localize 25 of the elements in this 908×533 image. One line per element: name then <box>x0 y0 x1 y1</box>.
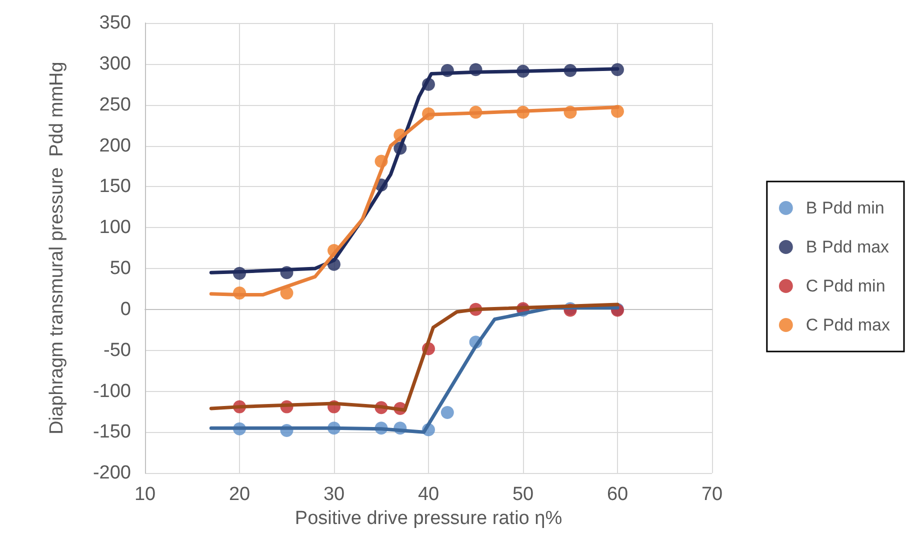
x-tick-label: 30 <box>323 484 345 506</box>
y-tick-label: 350 <box>99 12 131 34</box>
y-tick-label: -50 <box>104 340 131 361</box>
legend-label: C Pdd min <box>806 276 886 296</box>
y-tick-label: 250 <box>99 94 131 116</box>
x-tick-label: 70 <box>701 484 723 506</box>
y-tick-label: -100 <box>92 380 131 402</box>
legend-label: B Pdd min <box>806 198 884 218</box>
y-tick-label: 150 <box>99 176 131 198</box>
y-tick-label: 300 <box>99 53 131 74</box>
x-tick-label: 50 <box>512 484 534 506</box>
x-tick-label: 10 <box>134 484 156 506</box>
legend-label: C Pdd max <box>806 316 890 334</box>
y-tick-label: 50 <box>110 258 131 280</box>
x-axis-title: Positive drive pressure ratio η% <box>294 508 562 529</box>
y-tick-label: 200 <box>99 135 131 156</box>
x-tick-label: 60 <box>606 484 628 506</box>
x-tick-label: 40 <box>418 484 440 506</box>
legend-label: B Pdd max <box>806 238 890 256</box>
y-tick-label: -200 <box>92 462 131 484</box>
y-tick-label: -150 <box>92 422 131 443</box>
y-tick-label: 0 <box>120 298 131 320</box>
y-axis-title: Diaphragm transmural pressure Pdd mmHg <box>46 62 68 434</box>
x-tick-label: 20 <box>228 484 250 506</box>
y-tick-label: 100 <box>99 217 131 238</box>
